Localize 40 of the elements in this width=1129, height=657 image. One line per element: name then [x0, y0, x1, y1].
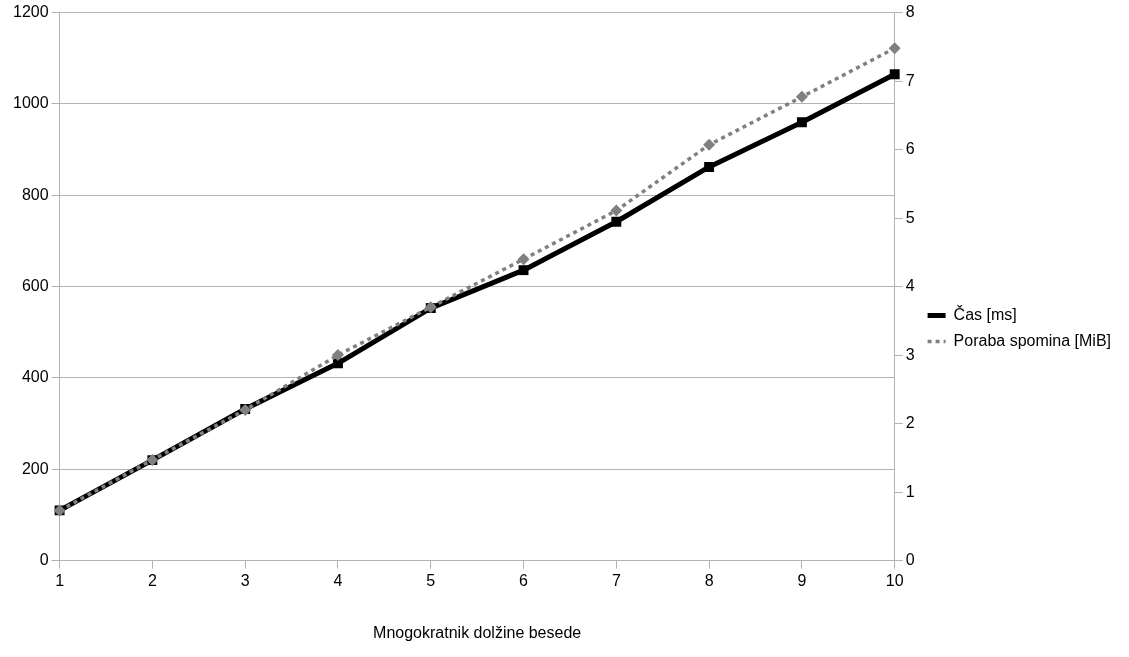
- y2-tick-label: 4: [905, 277, 915, 295]
- x-tick-label: 1: [55, 571, 65, 589]
- y-tick-label: 0: [39, 551, 49, 569]
- legend-label: Čas [ms]: [953, 304, 1017, 323]
- y-tick-label: 200: [21, 459, 49, 477]
- point: [888, 42, 901, 55]
- point: [704, 162, 715, 172]
- y2-tick-label: 5: [905, 208, 915, 226]
- x-tick-label: 2: [147, 571, 157, 589]
- point: [517, 253, 530, 266]
- x-tick-label: 3: [240, 571, 250, 589]
- point: [795, 90, 808, 103]
- x-tick-label: 7: [611, 571, 621, 589]
- x-axis-title: Mnogokratnik dolžine besede: [373, 623, 582, 641]
- x-tick-label: 6: [519, 571, 529, 589]
- y2-tick-label: 3: [905, 345, 915, 363]
- point: [703, 138, 716, 151]
- y2-tick-label: 7: [905, 71, 915, 89]
- point: [889, 69, 900, 80]
- point: [610, 204, 623, 217]
- y-tick-label: 400: [21, 368, 49, 386]
- x-tick-label: 4: [333, 571, 343, 589]
- y-tick-label: 600: [21, 277, 49, 295]
- y2-tick-label: 6: [905, 140, 915, 158]
- point: [611, 216, 622, 227]
- x-tick-label: 8: [704, 571, 714, 589]
- legend-label: Poraba spomina [MiB]: [953, 331, 1111, 349]
- x-tick-label: 5: [426, 571, 436, 589]
- y-tick-label: 1200: [13, 3, 49, 21]
- x-tick-label: 9: [797, 571, 807, 589]
- y2-tick-label: 1: [905, 482, 915, 500]
- y2-tick-label: 8: [905, 3, 915, 21]
- x-tick-label: 10: [885, 571, 904, 589]
- y-tick-label: 1000: [13, 94, 49, 112]
- point: [518, 265, 529, 276]
- point: [331, 349, 344, 362]
- y-tick-label: 800: [21, 185, 49, 203]
- y2-tick-label: 0: [905, 551, 915, 569]
- y2-tick-label: 2: [905, 414, 915, 432]
- point: [796, 117, 807, 128]
